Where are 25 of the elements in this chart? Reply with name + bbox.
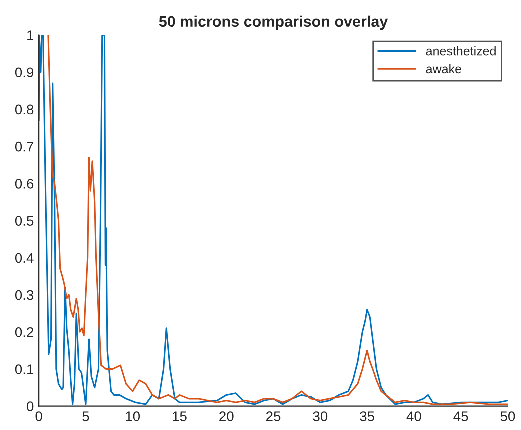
y-tick-label: 0.4 <box>15 253 34 264</box>
y-tick-label: 0.7 <box>15 142 34 152</box>
x-tick-label: 20 <box>220 412 234 422</box>
y-tick-label: 0.5 <box>15 216 34 226</box>
x-tick-label: 10 <box>126 412 140 422</box>
x-tick-label: 0 <box>36 412 42 422</box>
x-tick-label: 25 <box>266 412 281 422</box>
chart-title: 50 microns comparison overlay <box>159 16 388 30</box>
y-tick-label: 0.6 <box>15 179 34 189</box>
legend-label: anesthetized <box>426 46 496 56</box>
x-tick-label: 15 <box>173 412 187 422</box>
y-tick-label: 0 <box>27 402 34 412</box>
y-tick-label: 0.1 <box>15 364 34 374</box>
y-tick-label: 0.2 <box>15 327 34 338</box>
y-tick-label: 0.3 <box>15 290 34 300</box>
y-tick-label: 0.9 <box>15 68 34 78</box>
legend-label: awake <box>426 64 462 74</box>
y-tick-label: 1 <box>28 30 34 40</box>
x-tick-label: 40 <box>406 412 422 422</box>
y-tick-label: 0.8 <box>15 104 34 115</box>
x-tick-label: 35 <box>360 412 374 422</box>
x-tick-label: 50 <box>500 412 516 422</box>
x-tick-label: 45 <box>454 412 468 422</box>
x-tick-label: 30 <box>313 412 328 422</box>
x-tick-label: 5 <box>82 412 90 422</box>
